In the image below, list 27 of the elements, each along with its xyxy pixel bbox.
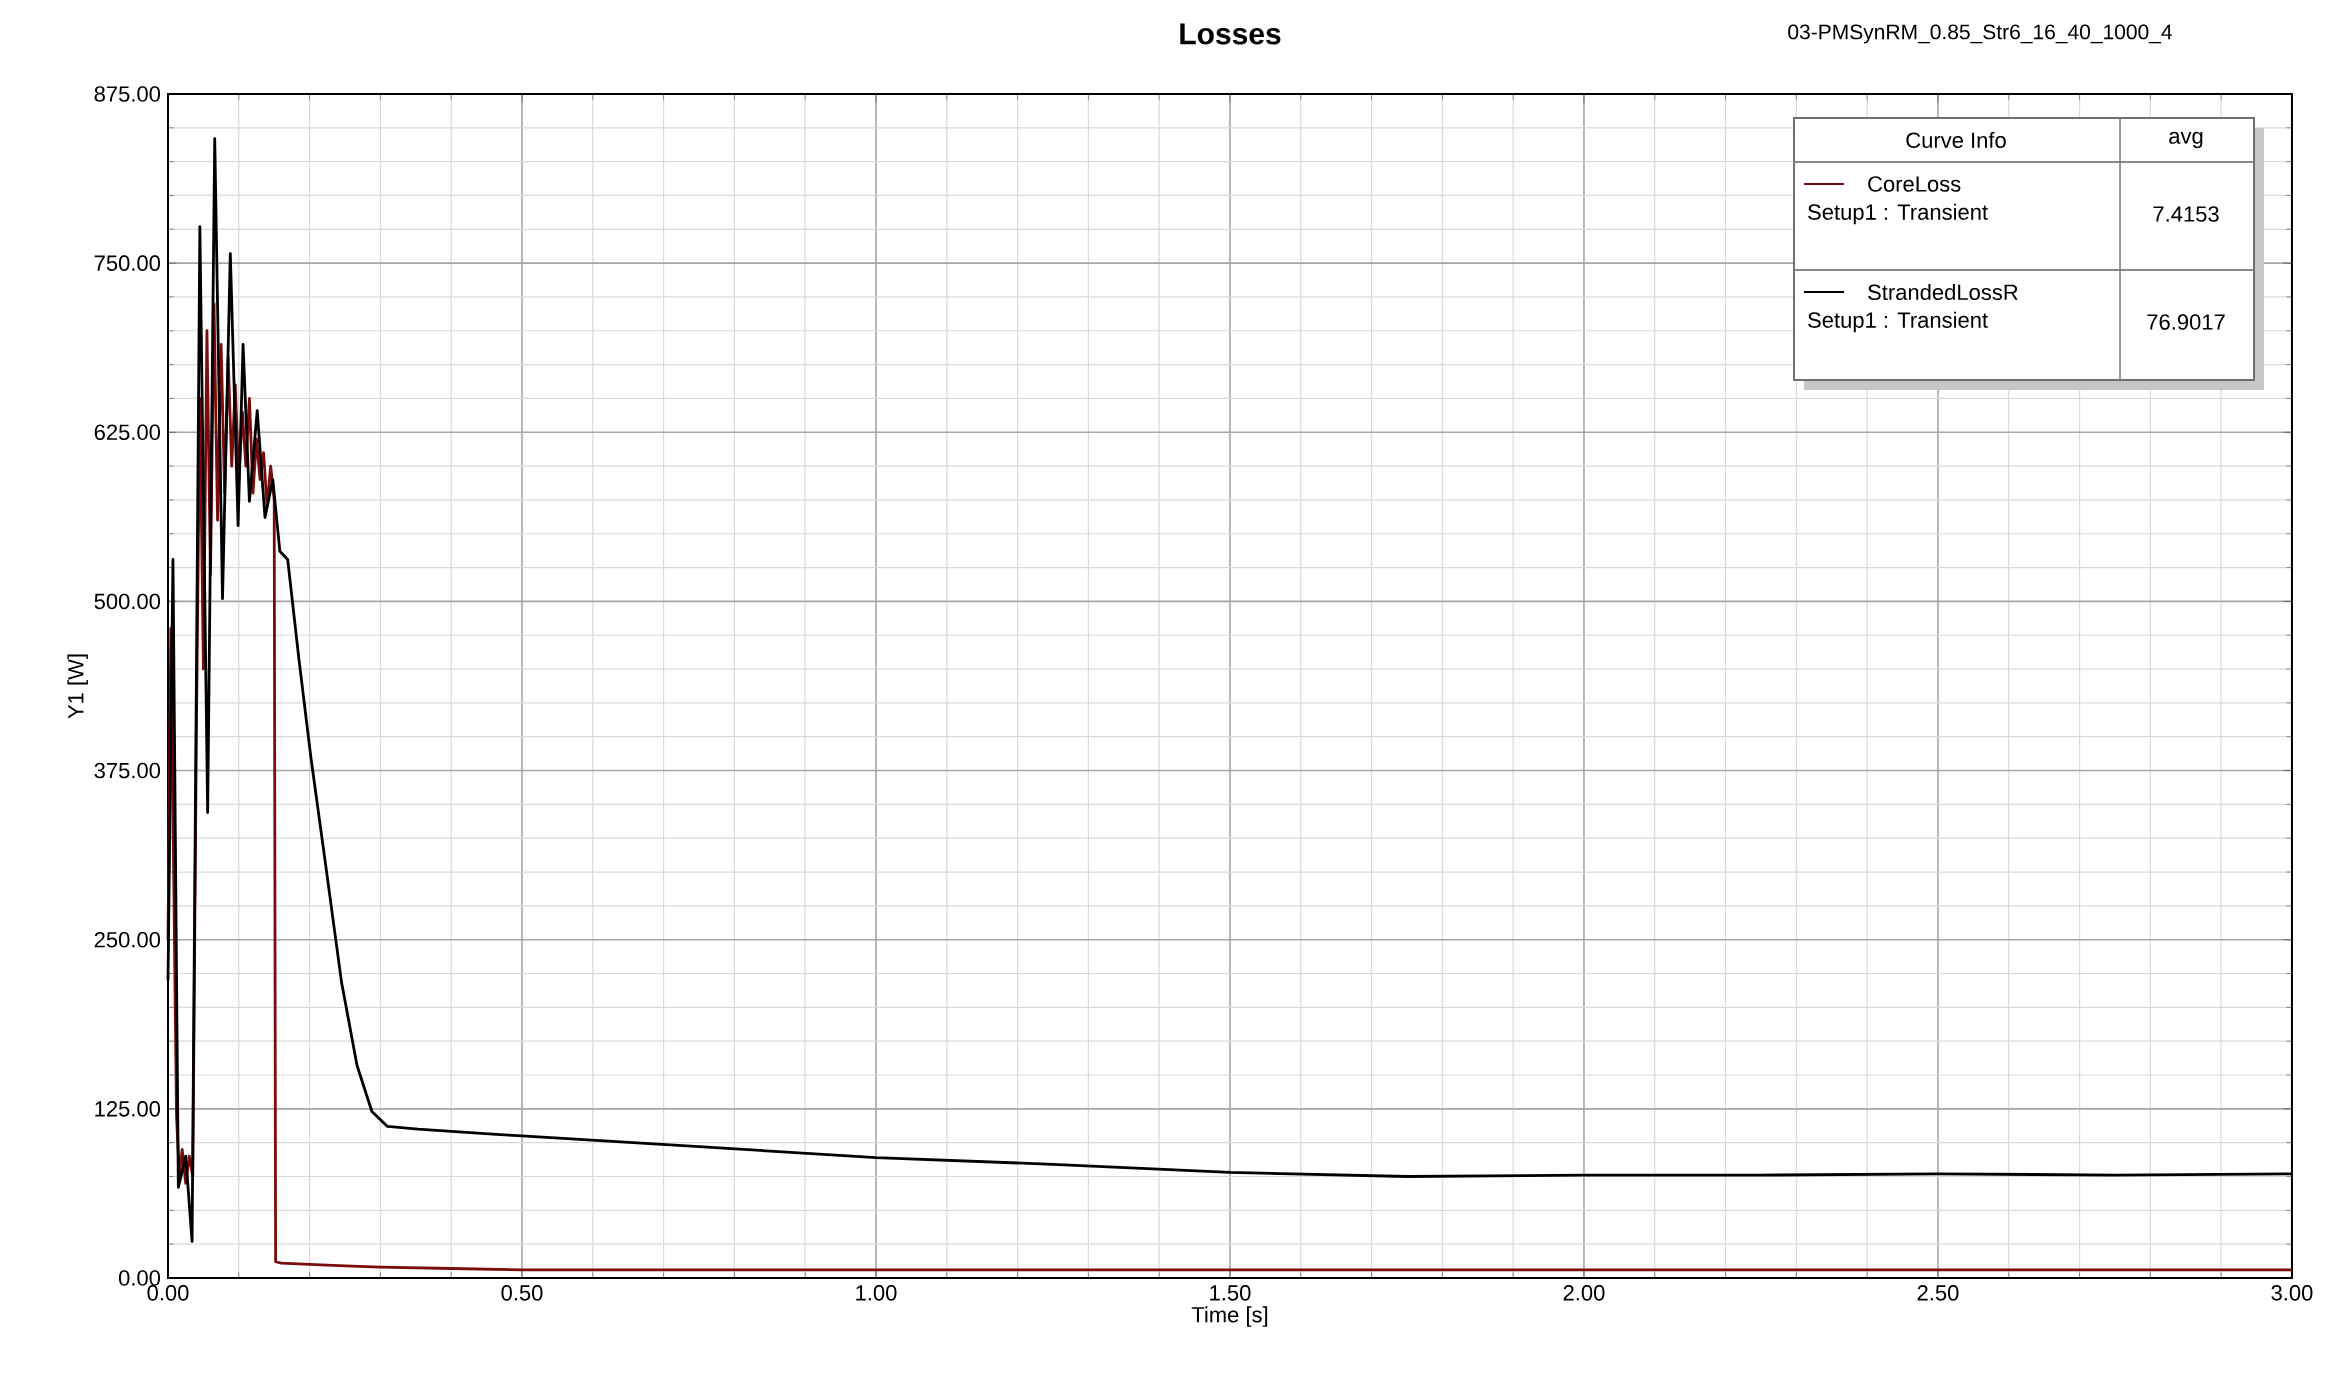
x-tick-label: 1.50 <box>1210 1285 1251 1301</box>
y-tick-label: 375.00 <box>94 762 161 779</box>
x-axis-title: Time [s] <box>1191 1306 1268 1327</box>
y-tick-label: 0.00 <box>118 1270 161 1286</box>
y-tick-label: 875.00 <box>94 86 161 102</box>
chart-subtitle: 03-PMSynRM_0.85_Str6_16_40_1000_4 <box>1788 24 2172 44</box>
legend-label: CoreLoss <box>1868 176 1961 192</box>
x-tick-label: 2.00 <box>1563 1285 1605 1301</box>
x-tick-label: 0.00 <box>147 1285 189 1301</box>
x-tick-label: 2.50 <box>1917 1285 1959 1301</box>
annotation: avg <box>2169 131 2203 149</box>
y-tick-label: 625.00 <box>94 424 161 441</box>
y-tick-label: 125.00 <box>95 1101 161 1117</box>
legend-title: Curve Info <box>1906 131 2006 149</box>
x-tick-label: 0.50 <box>501 1285 543 1301</box>
y-tick-label: 250.00 <box>94 931 161 948</box>
y-axis-title: Y1 [W] <box>67 654 88 719</box>
annotation: Setup1 : Transient <box>1808 203 1988 225</box>
y-tick-label: 500.00 <box>94 593 161 610</box>
annotation: 7.4153 <box>2153 206 2219 222</box>
annotation: 76.9017 <box>2147 314 2225 330</box>
annotation: Setup1 : Transient <box>1808 311 1988 333</box>
chart-title: Losses <box>1180 23 1281 45</box>
y-tick-label: 750.00 <box>94 255 161 271</box>
legend-label: StrandedLossR <box>1868 283 2018 301</box>
x-tick-label: 3.00 <box>2271 1285 2313 1301</box>
x-tick-label: 1.00 <box>856 1285 897 1301</box>
